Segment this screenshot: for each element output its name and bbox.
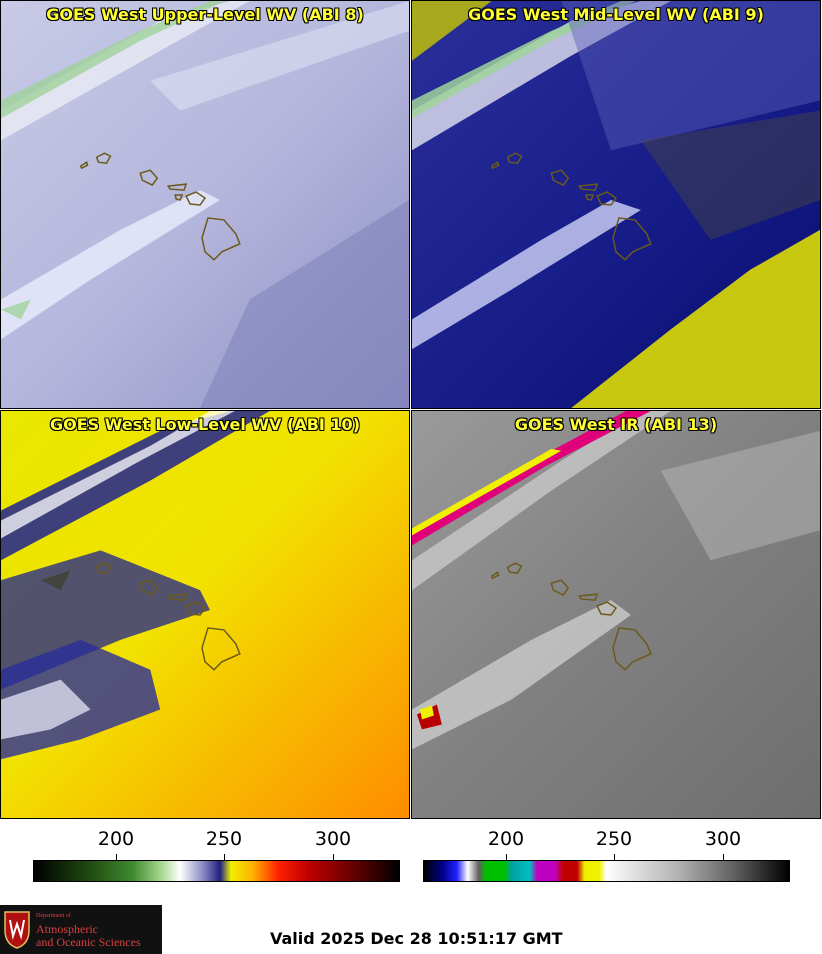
tick-mark bbox=[116, 854, 117, 860]
tick-mark bbox=[723, 854, 724, 860]
tick-mark bbox=[224, 854, 225, 860]
tick-label: 250 bbox=[595, 828, 633, 850]
tick-mark bbox=[506, 854, 507, 860]
logo-dept-text: Department of bbox=[36, 913, 71, 919]
panel-ir: GOES West IR (ABI 13) bbox=[411, 410, 821, 819]
tick-label: 300 bbox=[704, 828, 742, 850]
tick-label: 300 bbox=[314, 828, 352, 850]
panel-title: GOES West Upper-Level WV (ABI 8) bbox=[46, 5, 364, 24]
satellite-image-abi13 bbox=[412, 411, 820, 818]
island-outlines bbox=[490, 562, 652, 671]
tick-label: 200 bbox=[487, 828, 525, 850]
island-outlines bbox=[490, 152, 652, 261]
tick-mark bbox=[614, 854, 615, 860]
logo-line2: and Oceanic Sciences bbox=[36, 935, 141, 949]
panel-mid-level-wv: GOES West Mid-Level WV (ABI 9) bbox=[411, 0, 821, 409]
logo-line1: Atmospheric bbox=[36, 922, 98, 936]
satellite-image-abi10 bbox=[1, 411, 409, 818]
island-outlines bbox=[79, 152, 241, 261]
island-outlines bbox=[95, 562, 241, 671]
panel-upper-level-wv: GOES West Upper-Level WV (ABI 8) bbox=[0, 0, 410, 409]
panel-title: GOES West IR (ABI 13) bbox=[514, 415, 718, 434]
valid-time: Valid 2025 Dec 28 10:51:17 GMT bbox=[270, 929, 563, 948]
tick-mark bbox=[333, 854, 334, 860]
aos-logo: Department of Atmospheric and Oceanic Sc… bbox=[0, 905, 162, 954]
panel-low-level-wv: GOES West Low-Level WV (ABI 10) bbox=[0, 410, 410, 819]
tick-label: 200 bbox=[97, 828, 135, 850]
satellite-image-abi8 bbox=[1, 1, 409, 408]
ir-colorbar bbox=[423, 860, 790, 882]
panel-title: GOES West Low-Level WV (ABI 10) bbox=[49, 415, 360, 434]
satellite-image-abi9 bbox=[412, 1, 820, 408]
wv-colorbar-ticks: 200 250 300 bbox=[33, 828, 400, 862]
uw-crest-icon bbox=[4, 911, 30, 949]
ir-colorbar-ticks: 200 250 300 bbox=[423, 828, 790, 862]
panel-title: GOES West Mid-Level WV (ABI 9) bbox=[468, 5, 764, 24]
tick-label: 250 bbox=[205, 828, 243, 850]
wv-colorbar bbox=[33, 860, 400, 882]
